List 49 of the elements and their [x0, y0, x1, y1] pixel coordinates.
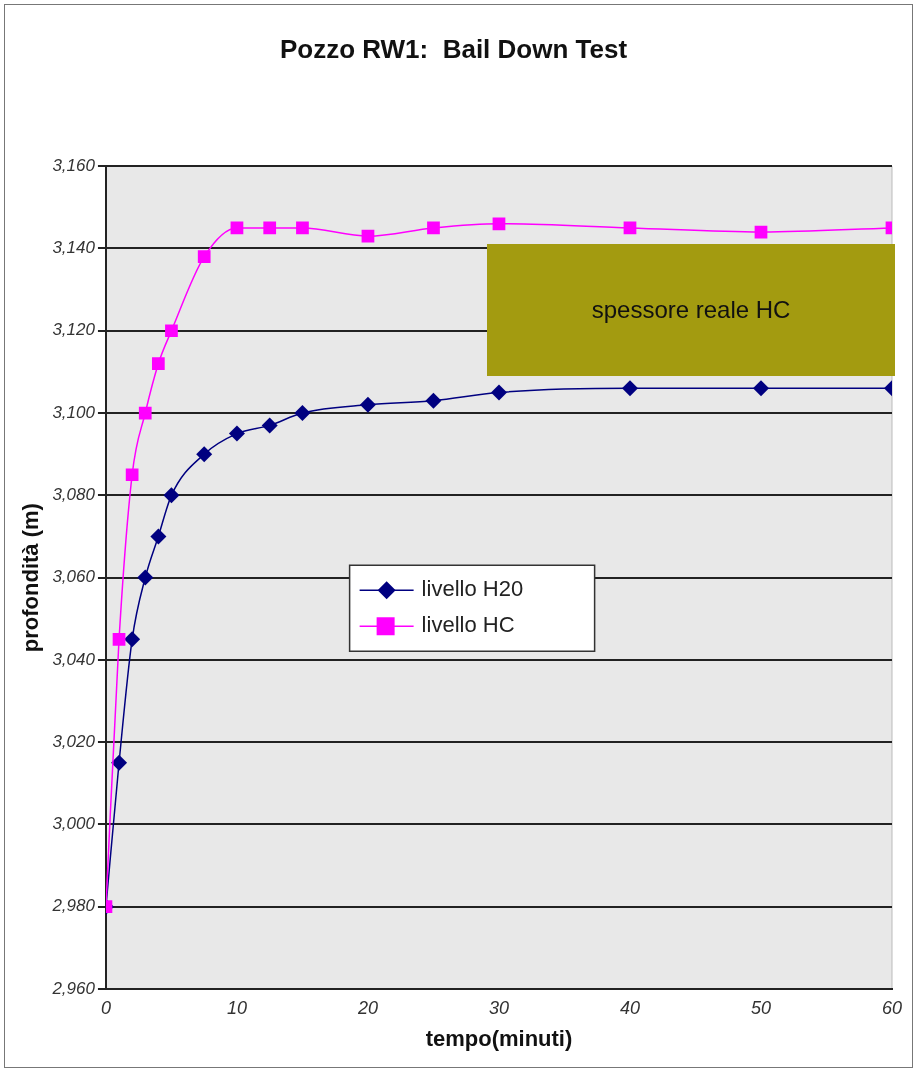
y-tick-label: 3,140	[52, 238, 96, 258]
x-tick-label: 10	[226, 997, 247, 1018]
y-tick-label: 2,980	[51, 896, 96, 916]
point	[124, 631, 141, 648]
y-axis-title: profondità (m)	[18, 503, 44, 653]
y-tick-label: 3,080	[52, 485, 96, 505]
point	[752, 380, 769, 397]
point	[263, 221, 277, 235]
x-tick-label: 20	[356, 997, 378, 1018]
legend-label: livello H20	[421, 576, 524, 602]
x-axis-title: tempo(minuti)	[425, 1025, 573, 1051]
point	[361, 229, 375, 243]
text-box: spessore reale HC	[487, 244, 895, 376]
y-tick-label: 3,000	[52, 814, 96, 834]
point	[296, 221, 309, 235]
x-tick-label: 50	[750, 997, 772, 1018]
x-tick-label: 0	[100, 997, 111, 1018]
y-tick-label: 3,100	[52, 402, 96, 422]
y-tick-label: 3,120	[52, 320, 96, 340]
point	[138, 406, 152, 420]
point	[490, 384, 507, 401]
x-tick-label: 60	[881, 997, 903, 1018]
point	[427, 221, 440, 235]
y-tick-label: 3,060	[52, 567, 96, 587]
y-tick-label: 3,040	[52, 649, 96, 669]
point	[150, 528, 167, 545]
point	[197, 250, 211, 264]
point	[228, 425, 245, 442]
point	[163, 487, 180, 504]
point	[137, 569, 154, 586]
point	[165, 324, 178, 338]
point	[621, 380, 638, 397]
point	[492, 217, 506, 231]
point	[359, 396, 376, 413]
y-tick-label: 3,020	[52, 731, 96, 751]
point	[125, 468, 139, 482]
point	[261, 417, 278, 434]
point	[425, 392, 442, 409]
x-tick-label: 30	[488, 997, 509, 1018]
point	[294, 405, 311, 422]
x-tick-label: 40	[619, 997, 640, 1018]
point	[151, 357, 165, 371]
legend-label: livello HC	[421, 612, 515, 638]
point	[196, 446, 213, 463]
point	[111, 754, 128, 771]
chart-title: Pozzo RW1: Bail Down Test	[279, 33, 628, 64]
point	[112, 632, 126, 646]
y-tick-label: 3,160	[52, 155, 96, 175]
y-tick-label: 2,960	[51, 978, 96, 998]
